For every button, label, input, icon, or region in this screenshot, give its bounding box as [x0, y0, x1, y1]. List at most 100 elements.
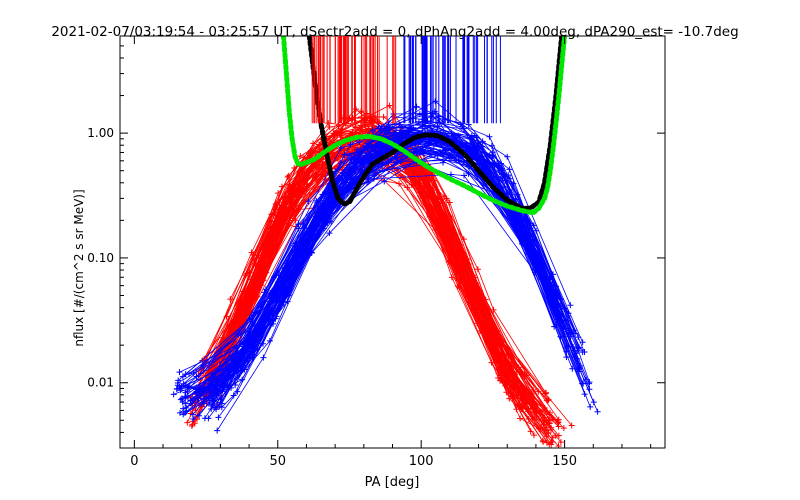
cloud-cross: [531, 399, 538, 406]
cloud-cross: [456, 138, 463, 145]
cloud-cross: [254, 323, 261, 330]
cloud-cross: [281, 265, 288, 272]
cloud-cross: [449, 251, 456, 258]
cloud-cross: [293, 266, 300, 273]
cloud-cross: [381, 127, 388, 134]
cloud-cross: [555, 432, 562, 439]
fit-curve-1: [281, 36, 568, 216]
cloud-cross: [410, 124, 417, 131]
cloud-cross: [208, 405, 215, 412]
cloud-cross: [290, 209, 297, 216]
cloud-cross: [456, 250, 463, 257]
cloud-cross: [391, 153, 398, 160]
cloud-cross: [499, 175, 506, 182]
cloud-cross: [380, 113, 387, 120]
cloud-cross: [214, 427, 221, 434]
cloud-cross: [230, 392, 237, 399]
cloud-cross: [507, 175, 514, 182]
cloud-cross: [293, 241, 300, 248]
cloud-cross: [284, 174, 291, 181]
cloud-cross: [352, 106, 359, 113]
cloud-cross: [530, 432, 537, 439]
cloud-cross: [503, 372, 510, 379]
vertical-ticks: [311, 36, 501, 124]
cloud-cross: [517, 415, 524, 422]
cloud-cross: [486, 133, 493, 140]
cloud-cross: [455, 132, 462, 139]
cloud-cross: [506, 365, 513, 372]
fit-curves: [281, 36, 568, 216]
cloud-cross: [295, 205, 302, 212]
cloud-cross: [250, 338, 257, 345]
cloud-cross: [276, 199, 283, 206]
cloud-cross: [310, 238, 317, 245]
cloud-cross: [240, 307, 247, 314]
cloud-cross: [506, 166, 513, 173]
cloud-cross: [266, 337, 273, 344]
cloud-cross: [357, 122, 364, 129]
x-axis: 0 50 100 150: [130, 36, 652, 469]
cloud-cross: [227, 296, 234, 303]
cloud-cross: [413, 103, 420, 110]
cloud-line: [210, 150, 598, 412]
cloud-cross: [395, 134, 402, 141]
cloud-cross: [521, 371, 528, 378]
y-axis: 0.01 0.10 1.00: [87, 45, 665, 449]
cloud-cross: [533, 414, 540, 421]
cloud-cross: [557, 439, 564, 446]
cloud-cross: [347, 141, 354, 148]
cloud-cross: [177, 387, 184, 394]
cloud-cross: [571, 347, 578, 354]
cloud-cross: [455, 157, 462, 164]
cloud-cross: [461, 172, 468, 179]
cloud-cross: [437, 223, 444, 230]
cloud-cross: [252, 260, 259, 267]
cloud-cross: [586, 380, 593, 387]
cloud-cross: [326, 123, 333, 130]
cloud-cross: [179, 399, 186, 406]
cloud-cross: [247, 337, 254, 344]
cloud-cross: [527, 243, 534, 250]
y-tick-label: 0.10: [87, 251, 114, 265]
cloud-cross: [575, 345, 582, 352]
cloud-cross: [544, 439, 551, 446]
cloud-cross: [558, 295, 565, 302]
x-tick-label: 0: [130, 454, 138, 469]
cloud-cross: [436, 119, 443, 126]
y-tick-label: 1.00: [87, 126, 114, 140]
cloud-cross: [187, 400, 194, 407]
cloud-cross: [381, 178, 388, 185]
cloud-cross: [496, 357, 503, 364]
cloud-cross: [349, 130, 356, 137]
cloud-cross: [356, 139, 363, 146]
cloud-cross: [495, 374, 502, 381]
cloud-cross: [312, 148, 319, 155]
cloud-cross: [218, 404, 225, 411]
cloud-cross: [174, 380, 181, 387]
cloud-cross: [205, 394, 212, 401]
cloud-cross: [338, 134, 345, 141]
cloud-cross: [503, 389, 510, 396]
cloud-cross: [581, 391, 588, 398]
cloud-cross: [316, 141, 323, 148]
cloud-cross: [178, 383, 185, 390]
cloud-cross: [579, 380, 586, 387]
cloud-cross: [330, 202, 337, 209]
cloud-cross: [560, 425, 567, 432]
y-tick-label: 0.01: [87, 376, 114, 390]
cloud-cross: [396, 130, 403, 137]
cloud-cross: [543, 389, 550, 396]
cloud-cross: [353, 165, 360, 172]
cloud-cross: [275, 269, 282, 276]
cloud-line: [221, 133, 581, 392]
cloud-cross: [513, 406, 520, 413]
cloud-cross: [337, 144, 344, 151]
cloud-cross: [490, 160, 497, 167]
cloud-cross: [369, 127, 376, 134]
cloud-line: [218, 147, 591, 418]
cloud-cross: [182, 371, 189, 378]
cloud-cross: [272, 214, 279, 221]
x-axis-label: PA [deg]: [365, 475, 420, 490]
cloud-cross: [474, 266, 481, 273]
